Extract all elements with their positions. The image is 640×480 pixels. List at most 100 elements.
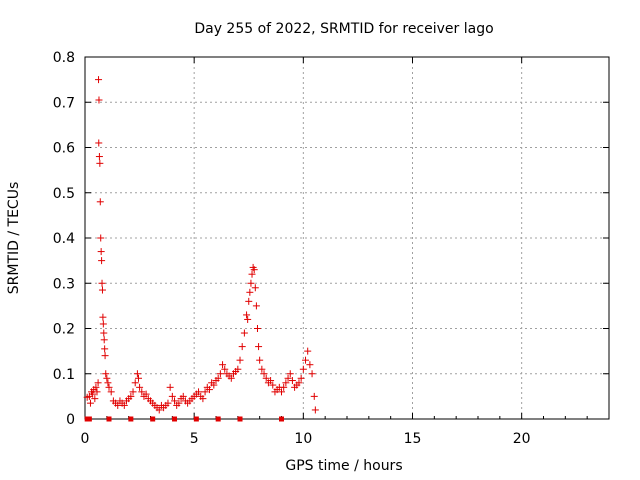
y-tick-label: 0.8 [53,50,75,66]
y-tick-label: 0 [66,412,75,428]
x-axis-label: GPS time / hours [285,458,402,474]
y-tick-label: 0.4 [53,231,75,247]
data-point [91,395,99,403]
data-point [98,279,106,287]
data-point [94,379,102,387]
data-point [253,325,261,332]
data-point [171,397,179,405]
data-point [107,388,115,396]
x-tick-label: 0 [81,431,90,447]
data-point [256,356,264,364]
grid-layer [85,57,609,419]
data-point [104,379,112,387]
data-point [244,315,252,323]
data-point [302,356,310,364]
data-point [295,379,303,387]
data-points [83,76,319,414]
data-point [248,270,256,278]
data-point [304,347,312,355]
data-point [103,374,111,382]
data-point [95,76,103,84]
y-tick-label: 0.2 [53,322,75,338]
data-point [240,329,248,337]
data-point [219,361,227,369]
data-point [246,288,254,296]
x-tick-label: 15 [404,431,422,447]
y-tick-label: 0.7 [53,95,75,111]
data-point [100,336,108,344]
x-tick-labels: 0 5 10 15 20 [81,431,531,447]
zero-marker [193,416,199,422]
data-point [99,313,107,321]
chart-title: Day 255 of 2022, SRMTID for receiver lag… [194,21,493,37]
data-point [238,343,246,351]
data-point [96,198,104,206]
data-point [227,374,235,382]
data-point [97,248,105,256]
data-point [97,234,105,242]
data-point [299,365,307,373]
data-point [199,395,207,403]
data-point [86,399,94,407]
data-point [308,370,316,378]
data-point [258,365,266,373]
data-point [234,365,242,373]
y-tick-label: 0.1 [53,367,75,383]
data-point [216,370,224,378]
zero-marker [86,416,92,422]
data-point [129,388,137,396]
data-point [155,406,163,414]
data-point [105,383,113,391]
data-point [269,381,277,389]
data-point [251,284,259,292]
data-point [221,365,229,373]
data-point [127,392,135,400]
data-point [168,392,176,400]
data-point [195,388,203,396]
data-point [243,311,251,319]
zero-marker [215,416,221,422]
data-point [99,320,107,328]
data-point [245,297,253,305]
y-tick-label: 0.6 [53,141,75,157]
data-point [136,383,144,391]
data-point [120,401,128,409]
zero-marker [237,416,243,422]
data-point [306,361,314,369]
data-point [114,401,122,409]
data-point [179,392,187,400]
data-point [95,153,103,161]
data-point [93,388,101,396]
data-point [286,370,294,378]
data-point [201,388,209,396]
data-point [175,399,183,407]
data-point [310,392,318,400]
data-point [282,379,290,387]
data-point [100,329,108,337]
data-point [95,139,103,147]
zero-markers [84,416,284,422]
data-point [101,345,109,353]
data-point [98,286,106,294]
data-point [164,399,172,407]
data-point [92,383,100,391]
y-axis-label: SRMTID / TECUs [6,182,22,295]
data-point [89,390,97,398]
data-point [214,374,222,382]
data-point [142,390,150,398]
zero-marker [279,416,284,422]
data-point [102,370,110,378]
data-point [252,302,260,310]
data-point [210,381,218,389]
data-point [138,388,146,396]
data-point [297,374,305,382]
zero-marker [150,416,156,422]
data-point [131,379,139,387]
zero-marker [106,416,112,422]
data-point [205,386,213,394]
data-point [96,159,104,167]
data-point [278,388,285,396]
data-point [288,377,296,385]
y-tick-label: 0.3 [53,276,75,292]
